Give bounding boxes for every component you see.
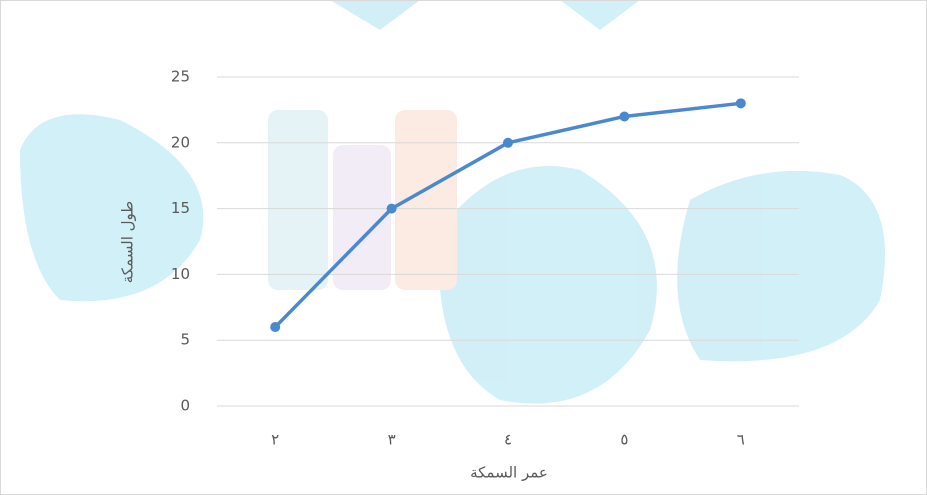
- x-tick-label: ٢: [271, 431, 279, 449]
- data-point: [736, 98, 746, 108]
- y-tick-label: 20: [171, 133, 190, 151]
- watermark-shape: [677, 171, 885, 361]
- x-tick-label: ٥: [620, 431, 628, 449]
- chart: عمر السمكة طول السمكة 0 5 10 15 20 25 ٢ ٣ ٤ ٥ ٦: [0, 0, 927, 495]
- y-tick-label: 10: [171, 265, 190, 283]
- y-tick-label: 5: [180, 331, 190, 349]
- data-point: [270, 322, 280, 332]
- watermark: [20, 0, 885, 404]
- watermark-shape: [439, 166, 657, 404]
- y-tick-label: 0: [180, 397, 190, 415]
- data-point: [503, 138, 513, 148]
- x-tick-label: ٦: [737, 431, 745, 449]
- data-point: [387, 204, 397, 214]
- y-tick-label: 15: [171, 199, 190, 217]
- x-axis-label: عمر السمكة: [470, 464, 548, 482]
- y-axis-label: طول السمكة: [119, 201, 137, 283]
- data-point: [619, 111, 629, 121]
- y-tick-label: 25: [171, 68, 190, 86]
- watermark-shape: [330, 0, 640, 30]
- watermark-shape: [268, 110, 328, 290]
- x-tick-label: ٣: [388, 431, 396, 449]
- x-tick-label: ٤: [504, 431, 512, 449]
